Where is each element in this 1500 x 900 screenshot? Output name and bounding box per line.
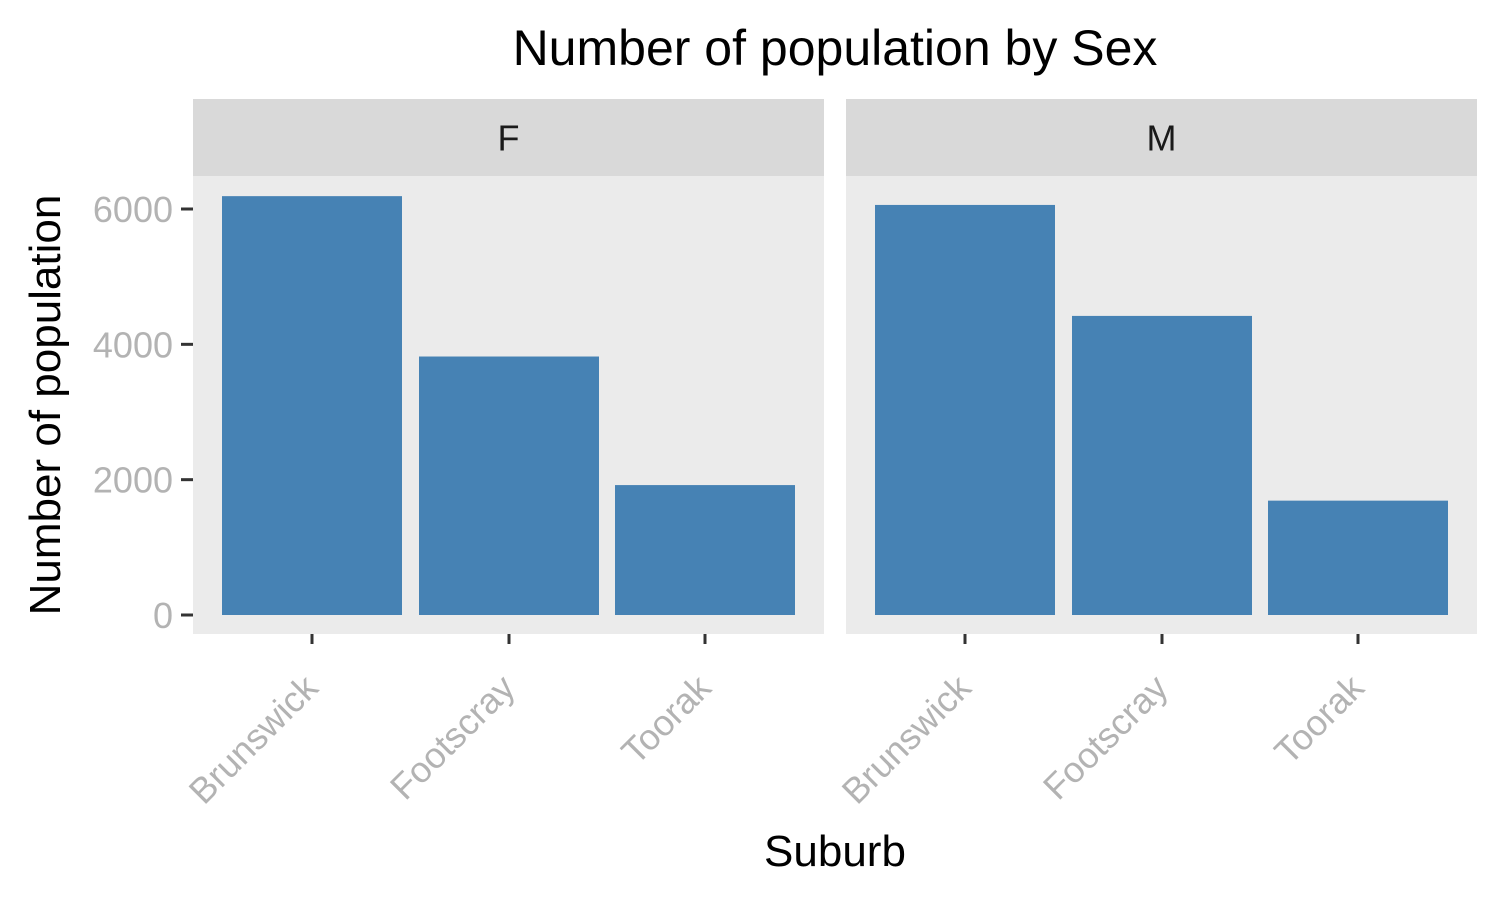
facet-strip-label: F [498,118,520,159]
x-tick-label: Footscray [382,667,523,808]
facet-strip-label: M [1147,118,1177,159]
x-tick-label: Toorak [1266,666,1372,772]
facet-strip [846,99,1477,176]
bar-m-brunswick [875,204,1055,615]
y-tick-label: 0 [153,595,173,636]
y-axis-title: Number of population [21,195,70,616]
x-axis-title: Suburb [764,827,906,876]
y-tick-label: 2000 [93,460,173,501]
facet-panels: F Brunswick Footscray Toorak M Brunswick Foots… [181,99,1477,812]
x-tick-label: Toorak [613,666,719,772]
x-tick-label: Footscray [1035,667,1176,808]
bar-f-brunswick [222,196,402,616]
y-tick-label: 4000 [93,324,173,365]
facet-strip [193,99,824,176]
facet-panel-f: F Brunswick Footscray Toorak [181,99,824,812]
y-tick-label: 6000 [93,189,173,230]
chart-title: Number of population by Sex [513,20,1158,76]
bar-f-toorak [615,485,795,615]
x-tick-label: Brunswick [181,666,327,812]
bar-m-toorak [1268,500,1448,615]
bar-m-footscray [1072,315,1252,615]
facet-panel-m: M Brunswick Footscray Toorak [834,99,1477,812]
y-axis: 0 2000 4000 6000 [93,189,193,636]
x-tick-label: Brunswick [834,666,980,812]
bar-f-footscray [419,356,599,615]
